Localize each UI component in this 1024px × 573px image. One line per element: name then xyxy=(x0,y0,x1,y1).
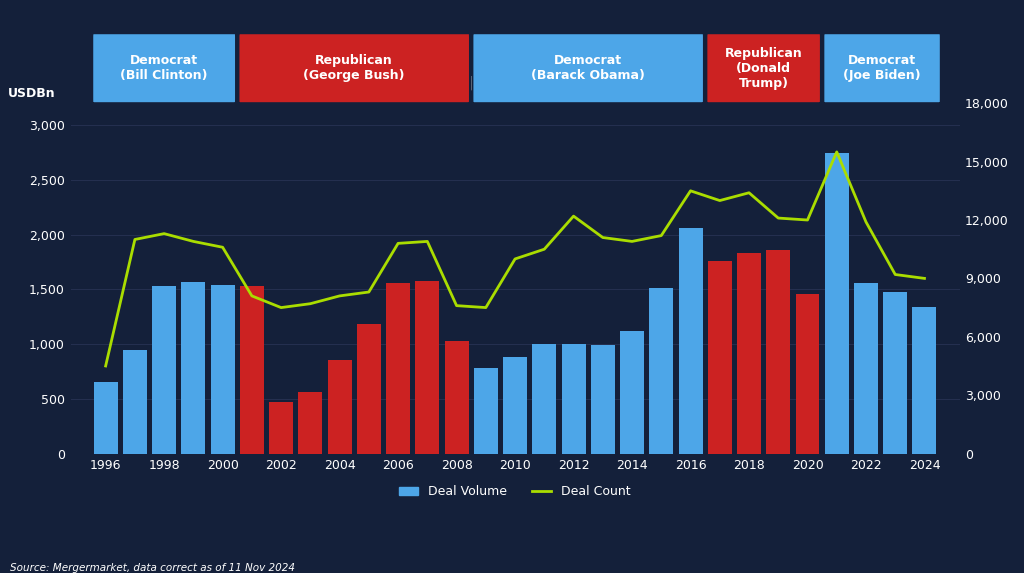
Text: Democrat
(Barack Obama): Democrat (Barack Obama) xyxy=(531,54,645,82)
FancyBboxPatch shape xyxy=(823,33,941,103)
Bar xyxy=(474,368,498,454)
Bar xyxy=(416,281,439,454)
FancyBboxPatch shape xyxy=(239,33,470,103)
Bar xyxy=(649,288,673,454)
Text: Republican
(Donald
Trump): Republican (Donald Trump) xyxy=(725,47,803,90)
Bar xyxy=(93,382,118,454)
Bar xyxy=(679,228,702,454)
Bar xyxy=(328,360,351,454)
FancyBboxPatch shape xyxy=(472,33,703,103)
Bar xyxy=(298,393,323,454)
Bar xyxy=(912,307,937,454)
Bar xyxy=(123,350,146,454)
Bar xyxy=(269,402,293,454)
Bar xyxy=(591,345,614,454)
Bar xyxy=(532,344,556,454)
Bar xyxy=(386,282,410,454)
Bar xyxy=(561,344,586,454)
Bar xyxy=(153,286,176,454)
Bar xyxy=(708,261,732,454)
Bar xyxy=(503,357,527,454)
Text: Democrat
(Bill Clinton): Democrat (Bill Clinton) xyxy=(121,54,208,82)
Text: Republican
(George Bush): Republican (George Bush) xyxy=(303,54,404,82)
Legend: Deal Volume, Deal Count: Deal Volume, Deal Count xyxy=(394,480,636,503)
Text: Democrat
(Joe Biden): Democrat (Joe Biden) xyxy=(843,54,921,82)
Bar xyxy=(737,253,761,454)
FancyBboxPatch shape xyxy=(92,33,237,103)
Title: US M&A: US M&A xyxy=(468,76,562,96)
Bar xyxy=(824,152,849,454)
Bar xyxy=(766,250,791,454)
Bar xyxy=(854,282,878,454)
Bar xyxy=(211,285,234,454)
Bar xyxy=(181,282,206,454)
Bar xyxy=(621,331,644,454)
FancyBboxPatch shape xyxy=(707,33,821,103)
Text: Source: Mergermarket, data correct as of 11 Nov 2024: Source: Mergermarket, data correct as of… xyxy=(10,563,295,573)
Bar xyxy=(356,324,381,454)
Bar xyxy=(444,341,469,454)
Text: USDBn: USDBn xyxy=(8,87,56,100)
Bar xyxy=(884,292,907,454)
Bar xyxy=(796,294,819,454)
Bar xyxy=(240,286,264,454)
